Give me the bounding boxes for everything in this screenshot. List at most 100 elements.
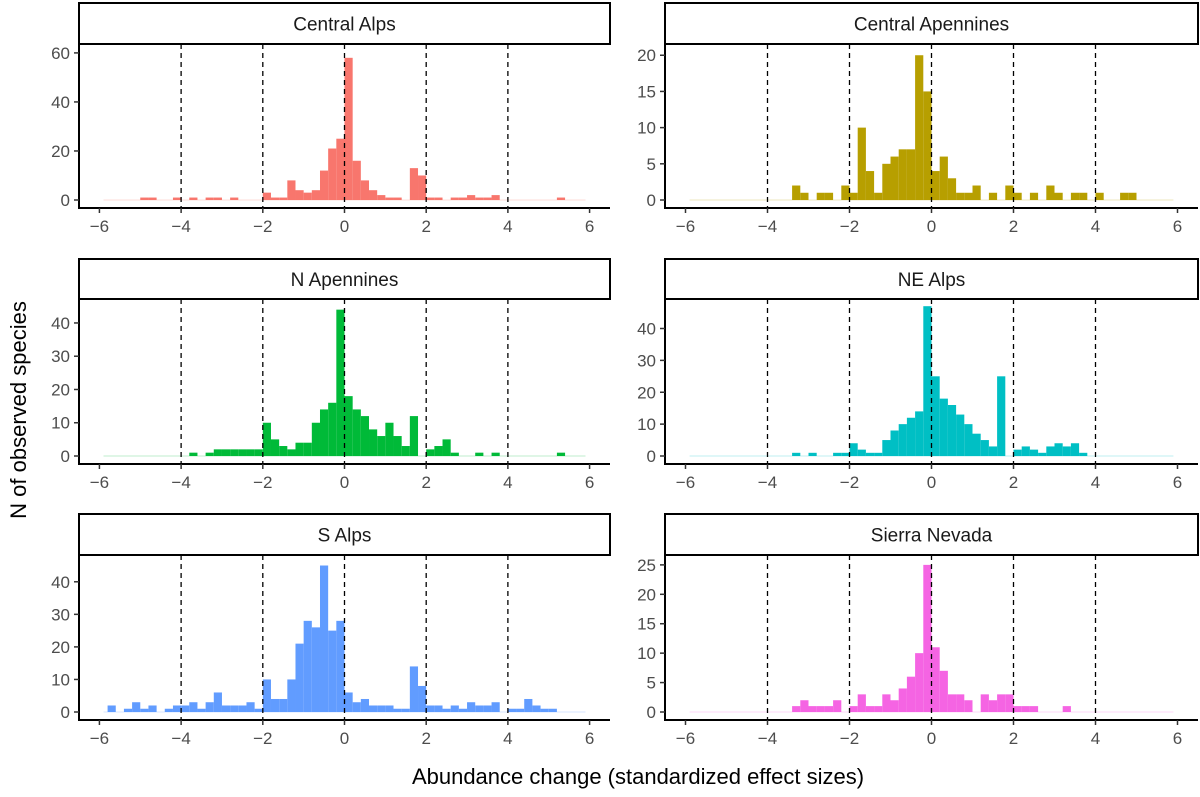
panel-central-apennines: Central Apennines 0 5 10 15 20 −6 −4 −2 0 2 4 6 [637,2,1199,236]
histogram-bar [800,192,809,200]
histogram-bar [344,692,353,712]
histogram-bar [450,197,459,200]
histogram-bar [467,195,476,200]
histogram-bar [458,708,468,712]
histogram-bar [328,148,337,200]
histogram-bar [792,452,801,456]
y-tick-label: 25 [637,556,656,575]
histogram-bar [221,449,231,456]
histogram-bar [972,433,981,456]
histogram-bar [833,452,842,456]
histogram-bar [890,156,899,200]
x-tick-label: −6 [676,217,695,236]
histogram-bar [172,197,182,200]
histogram-bar [303,442,312,456]
histogram-bar [865,706,875,712]
x-tick-label: 4 [1091,729,1100,748]
histogram-bar [988,446,998,456]
histogram-bar [319,170,329,200]
facet-strip-label: S Alps [318,526,372,547]
x-tick-label: 2 [421,217,430,236]
histogram-bar [270,698,280,712]
histogram-bar [906,149,916,200]
panel-ne-alps: NE Alps 0 10 20 30 40 −6 −4 −2 0 2 4 6 [637,258,1199,492]
histogram-bar [360,698,370,712]
x-tick-label: −6 [676,729,695,748]
histogram-bar [931,647,940,712]
histogram-bar [1128,192,1137,200]
x-tick-label: 4 [1091,473,1100,492]
x-tick-label: 0 [340,473,349,492]
histogram-bar [279,698,288,712]
histogram-bar [295,643,304,712]
histogram-bar [164,708,173,712]
histogram-bar [189,452,198,456]
histogram-bar [548,708,557,712]
y-tick-label: 10 [637,119,656,138]
x-tick-label: −6 [90,729,109,748]
histogram-bar [964,192,973,200]
histogram-bar [336,138,345,200]
histogram-bar [458,197,468,200]
histogram-bar [418,175,427,200]
facet-strip [664,513,1199,556]
x-tick-label: −6 [90,217,109,236]
histogram-bar [475,705,484,712]
histogram-bars [107,565,557,712]
y-tick-label: 20 [637,383,656,402]
histogram-bar [816,192,825,200]
histogram-bar [923,306,932,456]
histogram-bar [1070,192,1080,200]
histogram-bar [262,192,271,200]
histogram-bar [833,700,842,712]
histogram-bar [132,702,141,712]
histogram-bar [516,708,525,712]
facet-strip [78,258,611,300]
histogram-bar [369,429,378,456]
histogram-bar [434,705,443,712]
histogram-bar [882,163,891,200]
facet-strip-label: Sierra Nevada [871,526,993,547]
histogram-bar [426,705,435,712]
y-tick-label: 40 [51,93,70,112]
histogram-bar [1013,706,1022,712]
histogram-bar [898,424,907,457]
y-tick-label: 60 [51,44,70,63]
histogram-bar [205,702,214,712]
histogram-bar [1070,443,1080,456]
histogram-bar [849,706,858,712]
histogram-bar [377,195,386,200]
histogram-bar [246,449,255,456]
histogram-bar [1046,446,1055,456]
histogram-bar [906,676,916,712]
histogram-bar [874,452,883,456]
histogram-bar [262,422,271,456]
y-tick-label: 15 [637,82,656,101]
y-tick-label: 15 [637,615,656,634]
histogram-bar [882,440,891,456]
histogram-bar [980,694,989,712]
histogram-bar [906,417,916,456]
y-tick-label: 40 [51,314,70,333]
x-tick-label: 0 [927,473,936,492]
histogram-bar [997,376,1006,456]
histogram-bar [841,185,850,200]
histogram-bar [524,698,533,712]
histogram-bar [882,694,891,712]
x-tick-label: 2 [1009,729,1018,748]
y-tick-label: 20 [51,142,70,161]
histogram-bar [1054,192,1063,200]
histogram-bar [270,439,280,456]
histogram-bar [213,449,222,456]
y-tick-label: 20 [637,585,656,604]
y-tick-label: 40 [637,320,656,339]
histogram-bar [401,708,410,712]
histogram-bar [939,156,948,200]
y-tick-label: 20 [51,638,70,657]
histogram-bar [483,197,492,200]
histogram-bar [964,424,973,457]
histogram-bar [898,688,907,712]
histogram-bar [442,439,451,456]
histogram-bar [947,694,957,712]
